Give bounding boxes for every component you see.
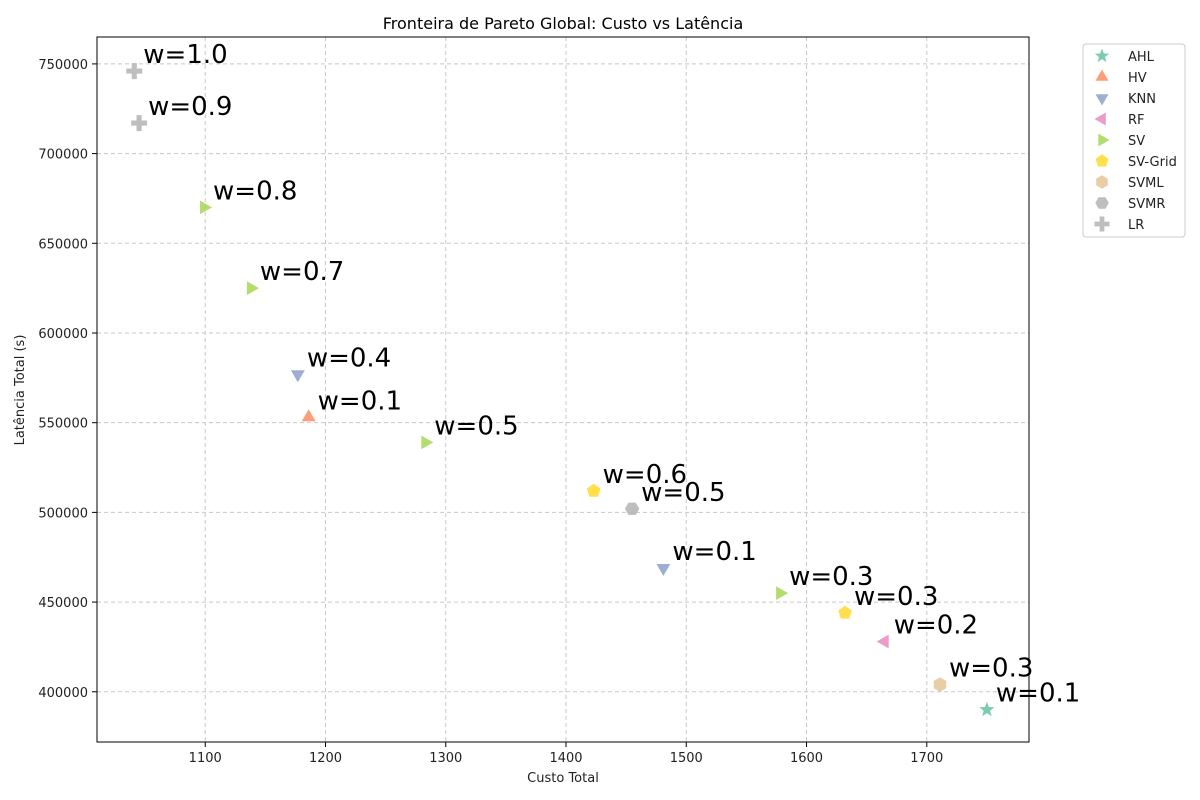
- point-label: w=0.1: [672, 537, 756, 567]
- point-sv: [246, 281, 259, 296]
- legend: AHL HV KNN RF SV SV-Grid SVML SVMR LR: [1082, 43, 1186, 238]
- plot-area: [96, 36, 1030, 743]
- point-sv: [421, 435, 434, 450]
- point-sv: [200, 200, 212, 215]
- y-axis-label: Latência Total (s): [13, 335, 28, 446]
- point-label: w=0.8: [213, 176, 297, 206]
- x-tick-label: 1500: [670, 751, 703, 766]
- point-sv: [776, 586, 789, 600]
- point-label: w=0.9: [148, 92, 232, 122]
- x-axis-label: Custo Total: [527, 771, 599, 786]
- legend-label: SVML: [1128, 176, 1164, 191]
- point-label: w=0.1: [318, 386, 402, 416]
- point-label: w=0.2: [894, 611, 978, 641]
- point-label: w=0.6: [603, 460, 687, 490]
- point-label: w=0.7: [260, 257, 344, 287]
- legend-marker-hv: [1095, 69, 1109, 81]
- y-tick-label: 750000: [38, 58, 88, 73]
- point-label: w=0.3: [789, 562, 873, 592]
- legend-marker-rf: [1094, 112, 1106, 126]
- point-label: w=0.5: [641, 478, 725, 508]
- point-rf: [876, 634, 889, 649]
- point-sv-grid: [586, 483, 601, 497]
- y-tick-label: 650000: [38, 237, 88, 252]
- point-label: w=0.5: [434, 411, 518, 441]
- y-tick-label: 500000: [38, 506, 88, 521]
- x-tick-label: 1100: [189, 751, 222, 766]
- grid-lines: [97, 37, 1029, 742]
- point-label: w=0.3: [854, 582, 938, 612]
- point-lr: [131, 115, 148, 132]
- point-label: w=0.4: [307, 343, 391, 373]
- x-tick-label: 1200: [309, 751, 342, 766]
- chart-title: Fronteira de Pareto Global: Custo vs Lat…: [383, 14, 744, 33]
- legend-marker-svmr: [1095, 197, 1109, 209]
- point-annotations: w=0.1 w=0.1 w=0.4 w=0.1 w=0.2 w=0.8 w=0.7 w=0.5…: [143, 40, 1080, 709]
- legend-frame: [1082, 43, 1186, 238]
- point-ahl: [979, 701, 995, 717]
- point-label: w=0.1: [996, 679, 1080, 709]
- axis-ticks: 1100 1200 1300 1400 1500 1600 1700 400000 450000…: [38, 58, 943, 766]
- point-svml: [933, 677, 947, 692]
- legend-label: SV-Grid: [1128, 155, 1177, 170]
- legend-marker-knn: [1095, 94, 1109, 106]
- y-tick-label: 450000: [38, 596, 88, 611]
- x-tick-label: 1300: [429, 751, 462, 766]
- point-knn: [290, 370, 305, 383]
- legend-label: SV: [1128, 134, 1145, 149]
- point-lr: [126, 63, 143, 80]
- legend-marker-sv-grid: [1095, 154, 1109, 167]
- legend-marker-lr: [1094, 216, 1110, 232]
- x-tick-label: 1600: [790, 751, 823, 766]
- y-tick-label: 550000: [38, 417, 88, 432]
- legend-marker-sv: [1098, 133, 1110, 147]
- point-label: w=0.3: [949, 654, 1033, 684]
- legend-label: AHL: [1128, 50, 1155, 65]
- legend-label: KNN: [1128, 92, 1156, 107]
- legend-label: SVMR: [1128, 197, 1165, 212]
- legend-marker-ahl: [1094, 48, 1110, 63]
- data-points: [126, 63, 995, 717]
- legend-marker-svml: [1096, 175, 1108, 189]
- y-tick-label: 400000: [38, 686, 88, 701]
- point-hv: [301, 409, 316, 422]
- legend-label: RF: [1128, 113, 1145, 128]
- x-tick-label: 1700: [910, 751, 943, 766]
- point-sv-grid: [838, 605, 852, 619]
- legend-label: HV: [1128, 71, 1147, 86]
- point-knn: [656, 564, 671, 576]
- x-tick-label: 1400: [549, 751, 582, 766]
- y-tick-label: 600000: [38, 327, 88, 342]
- point-svmr: [624, 502, 640, 515]
- y-tick-label: 700000: [38, 148, 88, 163]
- legend-label: LR: [1128, 218, 1144, 233]
- point-label: w=1.0: [143, 40, 227, 70]
